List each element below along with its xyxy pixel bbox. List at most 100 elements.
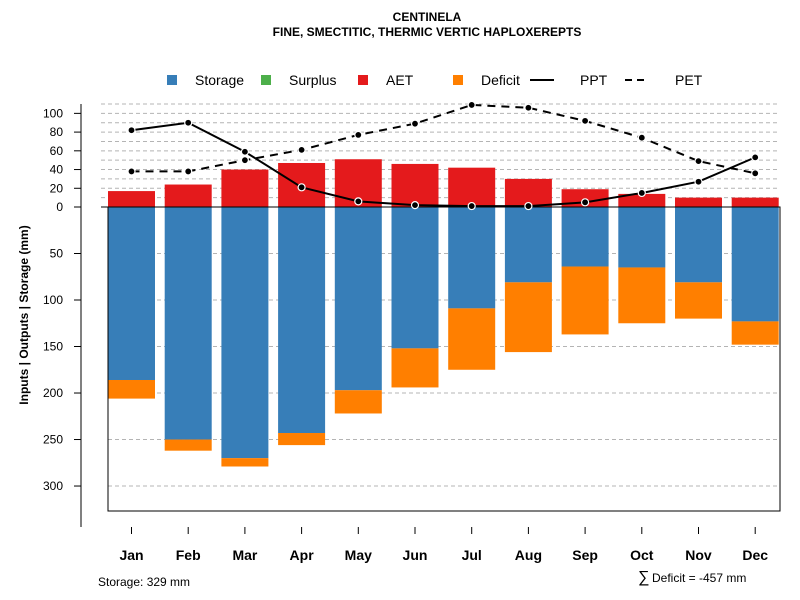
deficit-bar bbox=[278, 433, 326, 446]
ppt-point bbox=[467, 201, 476, 211]
legend-swatch bbox=[453, 75, 463, 85]
pet-point bbox=[240, 156, 249, 165]
pet-point bbox=[410, 119, 420, 128]
x-tick-label: Feb bbox=[176, 547, 201, 563]
x-tick-label: May bbox=[345, 547, 372, 563]
storage-bar bbox=[108, 207, 155, 380]
aet-bar bbox=[108, 191, 155, 207]
legend-swatch bbox=[167, 75, 177, 85]
x-tick-label: Apr bbox=[290, 547, 315, 563]
y-axis-label: Inputs | Outputs | Storage (mm) bbox=[17, 225, 31, 404]
deficit-bar bbox=[221, 458, 269, 467]
pet-point bbox=[184, 167, 193, 176]
ppt-point bbox=[751, 153, 760, 162]
y-tick-label: 60 bbox=[50, 144, 64, 158]
aet-bar bbox=[391, 163, 439, 207]
ppt-point bbox=[127, 126, 136, 135]
y-tick-label: 150 bbox=[43, 340, 63, 354]
ppt-point bbox=[580, 198, 590, 207]
pet-line bbox=[131, 103, 756, 175]
deficit-bar bbox=[504, 282, 552, 353]
y-tick-label: 20 bbox=[50, 181, 64, 195]
legend-label: PET bbox=[675, 72, 703, 88]
y-tick-label: 40 bbox=[50, 163, 64, 177]
deficit-bar bbox=[561, 266, 609, 335]
deficit-bar bbox=[391, 348, 439, 388]
storage-bar bbox=[391, 207, 439, 349]
sum-symbol: ∑ bbox=[638, 569, 649, 586]
pet-point bbox=[297, 145, 306, 154]
storage-bar bbox=[504, 207, 552, 283]
x-tick-label: Jul bbox=[462, 547, 482, 563]
pet-point bbox=[751, 169, 760, 178]
ppt-point bbox=[410, 201, 420, 210]
pet-point bbox=[524, 103, 533, 112]
x-tick-label: Nov bbox=[685, 547, 712, 563]
storage-bar bbox=[561, 207, 609, 267]
storage-bar bbox=[675, 207, 722, 283]
pet-point bbox=[694, 157, 703, 166]
ppt-line bbox=[131, 121, 756, 208]
x-tick-label: Oct bbox=[630, 547, 654, 563]
deficit-bar bbox=[108, 379, 155, 399]
gridlines bbox=[101, 103, 780, 487]
storage-bar bbox=[448, 207, 496, 309]
storage-bar bbox=[278, 207, 326, 434]
legend-label: Surplus bbox=[289, 72, 336, 88]
aet-bar bbox=[618, 193, 666, 207]
deficit-bar bbox=[334, 390, 382, 414]
storage-bar bbox=[221, 207, 269, 459]
x-tick-label: Dec bbox=[742, 547, 768, 563]
deficit-bar bbox=[618, 267, 666, 324]
chart-title: CENTINELA bbox=[393, 10, 462, 24]
aet-bar bbox=[221, 169, 269, 207]
aet-bar bbox=[675, 197, 722, 207]
ppt-point bbox=[694, 177, 703, 186]
lines bbox=[127, 100, 760, 211]
aet-bar bbox=[164, 184, 212, 207]
y-tick-label: 0 bbox=[56, 200, 63, 214]
bars bbox=[108, 159, 779, 467]
storage-bar bbox=[731, 207, 779, 322]
axes: 0 20 40 60 80 100 50 100 150 200 250 300 Jan Feb Mar Ap… bbox=[43, 104, 768, 563]
y-tick-label: 100 bbox=[43, 106, 63, 120]
legend-label: Storage bbox=[195, 72, 244, 88]
pet-point bbox=[467, 100, 476, 110]
x-tick-label: Sep bbox=[572, 547, 598, 563]
deficit-bar bbox=[731, 321, 779, 345]
legend-swatch bbox=[358, 75, 368, 85]
x-tick-label: Jun bbox=[403, 547, 428, 563]
pet-point bbox=[127, 167, 136, 176]
legend-label: Deficit bbox=[481, 72, 520, 88]
ppt-point bbox=[524, 201, 533, 211]
storage-bar bbox=[334, 207, 382, 391]
y-tick-label: 50 bbox=[50, 247, 64, 261]
ppt-point bbox=[184, 118, 193, 127]
ppt-point bbox=[240, 147, 249, 156]
pet-point bbox=[580, 116, 590, 125]
legend-label: PPT bbox=[580, 72, 608, 88]
deficit-bar bbox=[675, 282, 722, 319]
y-tick-label: 100 bbox=[43, 293, 63, 307]
pet-point bbox=[354, 130, 363, 139]
storage-bar bbox=[164, 207, 212, 440]
storage-bar bbox=[618, 207, 666, 268]
aet-bar bbox=[731, 197, 779, 207]
x-tick-label: Jan bbox=[119, 547, 143, 563]
y-tick-label: 80 bbox=[50, 125, 64, 139]
y-tick-label: 300 bbox=[43, 479, 63, 493]
deficit-summary: Deficit = -457 mm bbox=[652, 571, 746, 585]
legend-label: AET bbox=[386, 72, 414, 88]
pet-point bbox=[637, 133, 646, 142]
x-tick-label: Aug bbox=[515, 547, 542, 563]
y-tick-label: 250 bbox=[43, 433, 63, 447]
ppt-point bbox=[354, 197, 363, 206]
y-tick-label: 200 bbox=[43, 386, 63, 400]
legend: Storage Surplus AET Deficit PPT PET bbox=[167, 72, 703, 88]
x-tick-label: Mar bbox=[232, 547, 257, 563]
deficit-bar bbox=[448, 308, 496, 370]
ppt-point bbox=[297, 183, 306, 192]
deficit-bar bbox=[164, 439, 212, 451]
aet-bar bbox=[448, 167, 496, 207]
